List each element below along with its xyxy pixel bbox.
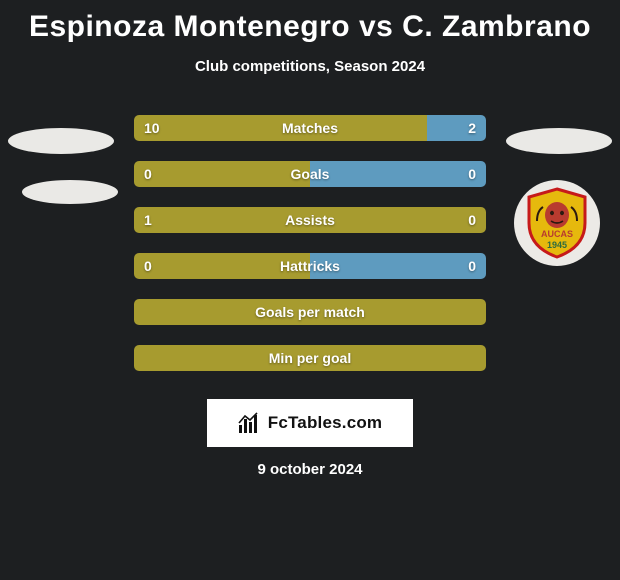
stat-bar: Hattricks0 0 [134,253,486,279]
stat-row: Min per goal [0,335,620,381]
stat-label: Hattricks [134,253,486,279]
stat-row: Goals0 0 [0,151,620,197]
stat-bar: Min per goal [134,345,486,371]
stat-value-right: 0 [468,166,476,182]
stat-value-right: 2 [468,120,476,136]
stat-bar: Matches10 2 [134,115,486,141]
date-text: 9 october 2024 [0,461,620,478]
brand-bars-icon [238,411,262,435]
stat-label: Min per goal [134,345,486,371]
stat-row: Matches10 2 [0,105,620,151]
stat-label: Goals [134,161,486,187]
stat-row: Assists1 0 [0,197,620,243]
comparison-chart: Matches102Goals00Assists10Hattricks00Goa… [0,105,620,381]
stat-value-left: 0 [144,166,152,182]
page-title: Espinoza Montenegro vs C. Zambrano [0,0,620,44]
subtitle: Club competitions, Season 2024 [0,58,620,75]
stat-label: Goals per match [134,299,486,325]
stat-row: Hattricks0 0 [0,243,620,289]
stat-value-right: 0 [468,258,476,274]
stat-value-left: 1 [144,212,152,228]
stat-label: Matches [134,115,486,141]
stat-row: Goals per match [0,289,620,335]
brand-text: FcTables.com [268,413,383,433]
stat-bar: Goals per match [134,299,486,325]
brand-badge: FcTables.com [207,399,413,447]
stat-label: Assists [134,207,486,233]
stat-value-right: 0 [468,212,476,228]
stat-value-left: 0 [144,258,152,274]
stat-bar: Goals0 0 [134,161,486,187]
stat-value-left: 10 [144,120,160,136]
stat-bar: Assists1 0 [134,207,486,233]
